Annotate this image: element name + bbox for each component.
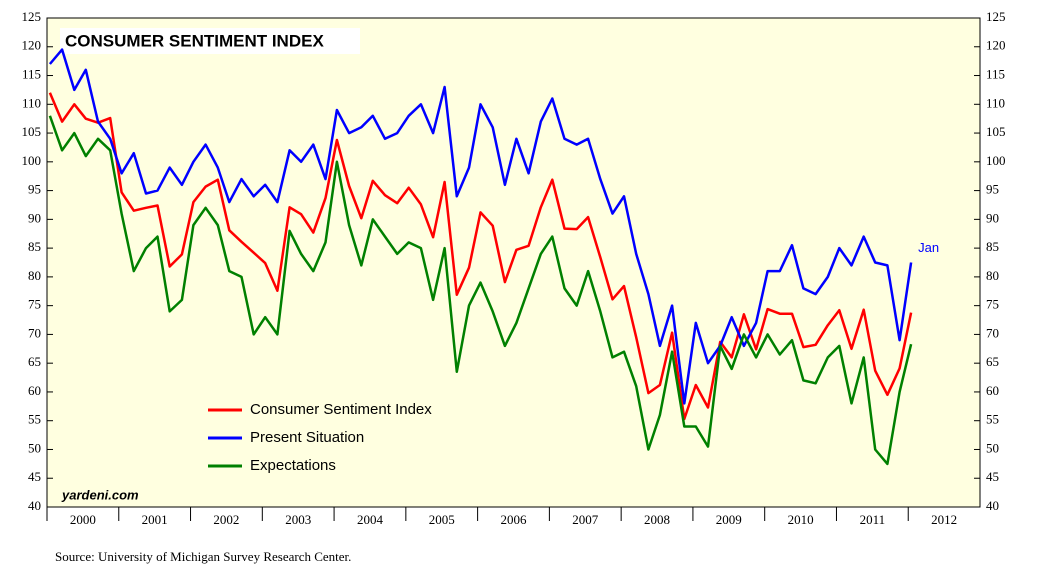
x-tick-label: 2007 bbox=[572, 512, 599, 527]
x-tick-label: 2009 bbox=[716, 512, 742, 527]
y-tick-label: 105 bbox=[22, 124, 42, 139]
y-tick-label: 80 bbox=[28, 268, 41, 283]
y-tick-label: 125 bbox=[22, 9, 42, 24]
chart-title: CONSUMER SENTIMENT INDEX bbox=[65, 31, 324, 50]
y2-tick-label: 85 bbox=[986, 239, 999, 254]
x-tick-label: 2001 bbox=[142, 512, 168, 527]
x-tick-label: 2000 bbox=[70, 512, 96, 527]
series-line bbox=[48, 48, 913, 405]
legend-label: Expectations bbox=[250, 457, 336, 474]
y-tick-label: 110 bbox=[22, 95, 41, 110]
legend-label: Present Situation bbox=[250, 429, 364, 446]
y-tick-label: 45 bbox=[28, 469, 41, 484]
y2-tick-label: 65 bbox=[986, 354, 999, 369]
series-line bbox=[48, 115, 913, 466]
title-box bbox=[60, 28, 360, 54]
y2-tick-label: 60 bbox=[986, 383, 999, 398]
y2-tick-label: 100 bbox=[986, 153, 1006, 168]
y-tick-label: 60 bbox=[28, 383, 41, 398]
y2-tick-label: 50 bbox=[986, 440, 999, 455]
x-tick-label: 2006 bbox=[501, 512, 528, 527]
x-tick-label: 2002 bbox=[213, 512, 239, 527]
y-tick-label: 65 bbox=[28, 354, 41, 369]
y-tick-label: 75 bbox=[28, 297, 41, 312]
y2-tick-label: 75 bbox=[986, 297, 999, 312]
y-tick-label: 115 bbox=[22, 67, 41, 82]
y2-tick-label: 125 bbox=[986, 9, 1006, 24]
annotation: Jan bbox=[918, 240, 939, 255]
y-tick-label: 55 bbox=[28, 412, 41, 427]
y-tick-label: 85 bbox=[28, 239, 41, 254]
y2-tick-label: 105 bbox=[986, 124, 1006, 139]
x-tick-label: 2008 bbox=[644, 512, 670, 527]
y-tick-label: 40 bbox=[28, 498, 41, 513]
y2-tick-label: 40 bbox=[986, 498, 999, 513]
y-tick-label: 50 bbox=[28, 440, 41, 455]
x-tick-label: 2003 bbox=[285, 512, 311, 527]
y2-tick-label: 70 bbox=[986, 325, 999, 340]
series-line bbox=[48, 92, 913, 421]
y-tick-label: 70 bbox=[28, 325, 41, 340]
y2-tick-label: 80 bbox=[986, 268, 999, 283]
y2-tick-label: 95 bbox=[986, 182, 999, 197]
y-tick-label: 95 bbox=[28, 182, 41, 197]
x-tick-label: 2012 bbox=[931, 512, 957, 527]
y-tick-label: 100 bbox=[22, 153, 42, 168]
y2-tick-label: 110 bbox=[986, 95, 1005, 110]
source: Source: University of Michigan Survey Re… bbox=[55, 549, 351, 564]
y2-tick-label: 45 bbox=[986, 469, 999, 484]
y2-tick-label: 120 bbox=[986, 38, 1006, 53]
x-tick-label: 2010 bbox=[788, 512, 814, 527]
y2-tick-label: 55 bbox=[986, 412, 999, 427]
y2-tick-label: 115 bbox=[986, 67, 1005, 82]
legend-label: Consumer Sentiment Index bbox=[250, 401, 432, 418]
x-tick-label: 2011 bbox=[860, 512, 886, 527]
plot-area bbox=[46, 17, 981, 508]
y-tick-label: 90 bbox=[28, 210, 41, 225]
y-tick-label: 120 bbox=[22, 38, 42, 53]
watermark: yardeni.com bbox=[61, 487, 139, 502]
x-tick-label: 2004 bbox=[357, 512, 384, 527]
x-tick-label: 2005 bbox=[429, 512, 455, 527]
y2-tick-label: 90 bbox=[986, 210, 999, 225]
